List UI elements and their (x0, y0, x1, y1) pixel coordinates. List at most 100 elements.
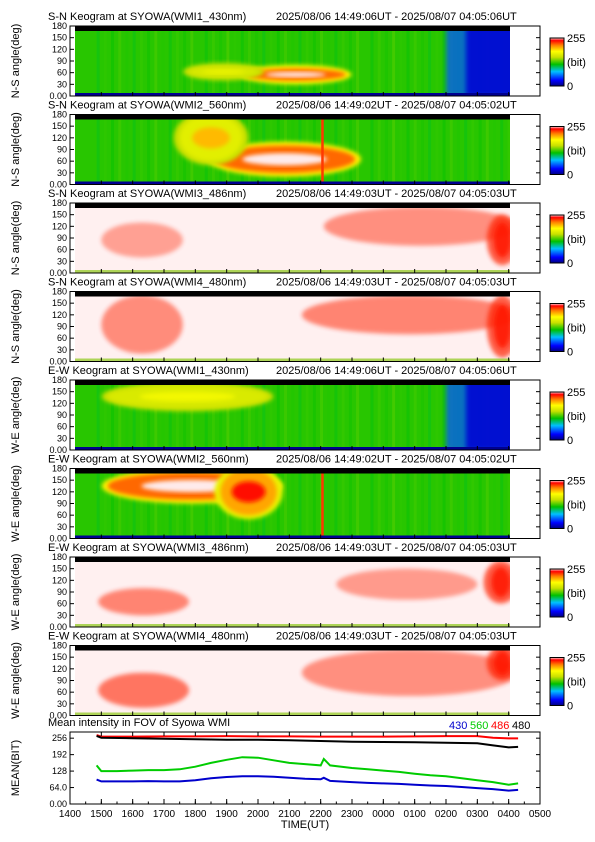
keogram-column (363, 380, 367, 450)
y-tick-label: 180 (52, 641, 67, 651)
keogram-column (435, 114, 439, 185)
horizon-band-bottom (75, 535, 510, 539)
y-axis-label: W-E angle(deg) (10, 377, 22, 454)
keogram-column (377, 26, 381, 96)
y-axis-label: N-S angle(deg) (10, 289, 22, 364)
keogram-column (96, 468, 100, 539)
auroral-feature-core (231, 481, 266, 503)
keogram-column (449, 468, 453, 539)
keogram-column (284, 26, 288, 96)
y-tick-label: 0.00 (49, 91, 67, 101)
keogram-column (204, 468, 208, 539)
keogram-column (348, 114, 352, 185)
y-tick-label: 0.00 (49, 799, 67, 809)
x-tick-label: 1900 (216, 809, 239, 820)
horizon-band-bottom (75, 447, 510, 450)
dark-region-core (466, 380, 510, 450)
keogram-column (413, 114, 417, 185)
y-tick-label: 180 (52, 375, 67, 385)
y-tick-label: 90 (57, 145, 67, 155)
keogram-column (226, 380, 230, 450)
colorbar-unit-label: (bit) (567, 677, 586, 689)
y-tick-label: 60 (57, 422, 67, 432)
keogram-column (363, 26, 367, 96)
keogram-column (139, 26, 143, 96)
x-tick-label: 0100 (404, 809, 427, 820)
x-tick-label: 2200 (310, 809, 333, 820)
keogram-image (75, 468, 525, 539)
keogram-column (435, 26, 439, 96)
keogram-column (204, 26, 208, 96)
keogram-column (471, 114, 475, 185)
keogram-column (247, 26, 251, 96)
legend-560: 560 (470, 720, 488, 732)
horizon-band-bottom (75, 712, 510, 716)
y-tick-label: 120 (52, 664, 67, 674)
keogram-column (522, 469, 525, 539)
keogram-column (175, 26, 179, 96)
colorbar-min-label: 0 (567, 347, 573, 359)
auroral-feature-core (139, 391, 236, 402)
y-tick-label: 60 (57, 599, 67, 609)
auroral-feature-core (491, 567, 510, 598)
keogram-column (168, 380, 172, 450)
keogram-column (111, 380, 115, 450)
series-line-480 (96, 734, 519, 749)
keogram-column (377, 114, 381, 185)
keogram-column (291, 468, 295, 539)
keogram-column (269, 26, 273, 96)
keogram-column (154, 114, 158, 185)
keogram-column (370, 26, 374, 96)
y-tick-label: 180 (52, 287, 67, 297)
keogram-column (442, 114, 446, 185)
line-panel-title: Mean intensity in FOV of Syowa WMI (48, 717, 230, 729)
keogram-column (96, 26, 100, 96)
keogram-column (125, 468, 129, 539)
colorbar-unit-label: (bit) (567, 500, 586, 512)
panel-period: 2025/08/06 14:49:06UT - 2025/08/07 04:05… (276, 11, 517, 23)
x-tick-label: 0400 (498, 809, 521, 820)
series-line-560 (95, 756, 519, 786)
y-tick-label: 90 (57, 410, 67, 420)
series-line-486 (96, 734, 519, 740)
keogram-column (96, 114, 100, 185)
keogram-column (183, 26, 187, 96)
auroral-feature-core (202, 69, 245, 74)
keogram-column (464, 114, 468, 185)
keogram-column (211, 468, 215, 539)
colorbar-max-label: 255 (567, 210, 585, 222)
keogram-column (103, 114, 107, 185)
auroral-feature (301, 649, 510, 697)
keogram-column (103, 380, 107, 450)
y-tick-label: 192 (52, 750, 67, 760)
auroral-feature (336, 568, 478, 600)
colorbar-max-label: 255 (567, 476, 585, 488)
keogram-column (413, 468, 417, 539)
auroral-feature-core (242, 153, 327, 166)
legend-486: 486 (491, 720, 509, 732)
y-tick-label: 30 (57, 699, 67, 709)
keogram-panel-2: S-N Keogram at SYOWA(WMI2_560nm) 2025/08/… (10, 100, 586, 190)
y-tick-label: 90 (57, 499, 67, 509)
colorbar-max-label: 255 (567, 122, 585, 134)
keogram-column (384, 468, 388, 539)
colorbar (549, 657, 565, 706)
y-axis-label: MEAN(BIT) (10, 740, 22, 796)
keogram-column (485, 468, 489, 539)
keogram-column (356, 380, 360, 450)
keogram-column (515, 26, 518, 96)
x-tick-label: 1600 (122, 809, 145, 820)
y-tick-label: 60 (57, 510, 67, 520)
auroral-feature (301, 295, 510, 335)
keogram-image (75, 557, 510, 627)
x-tick-label: 0200 (435, 809, 458, 820)
y-tick-label: 150 (52, 33, 67, 43)
colorbar (549, 214, 565, 264)
panel-period: 2025/08/06 14:49:03UT - 2025/08/07 04:05… (276, 277, 517, 289)
keogram-column (522, 26, 525, 96)
keogram-column (161, 26, 165, 96)
colorbar-max-label: 255 (567, 653, 585, 665)
keogram-column (442, 468, 446, 539)
horizon-band-top (75, 26, 510, 31)
y-tick-label: 60 (57, 687, 67, 697)
